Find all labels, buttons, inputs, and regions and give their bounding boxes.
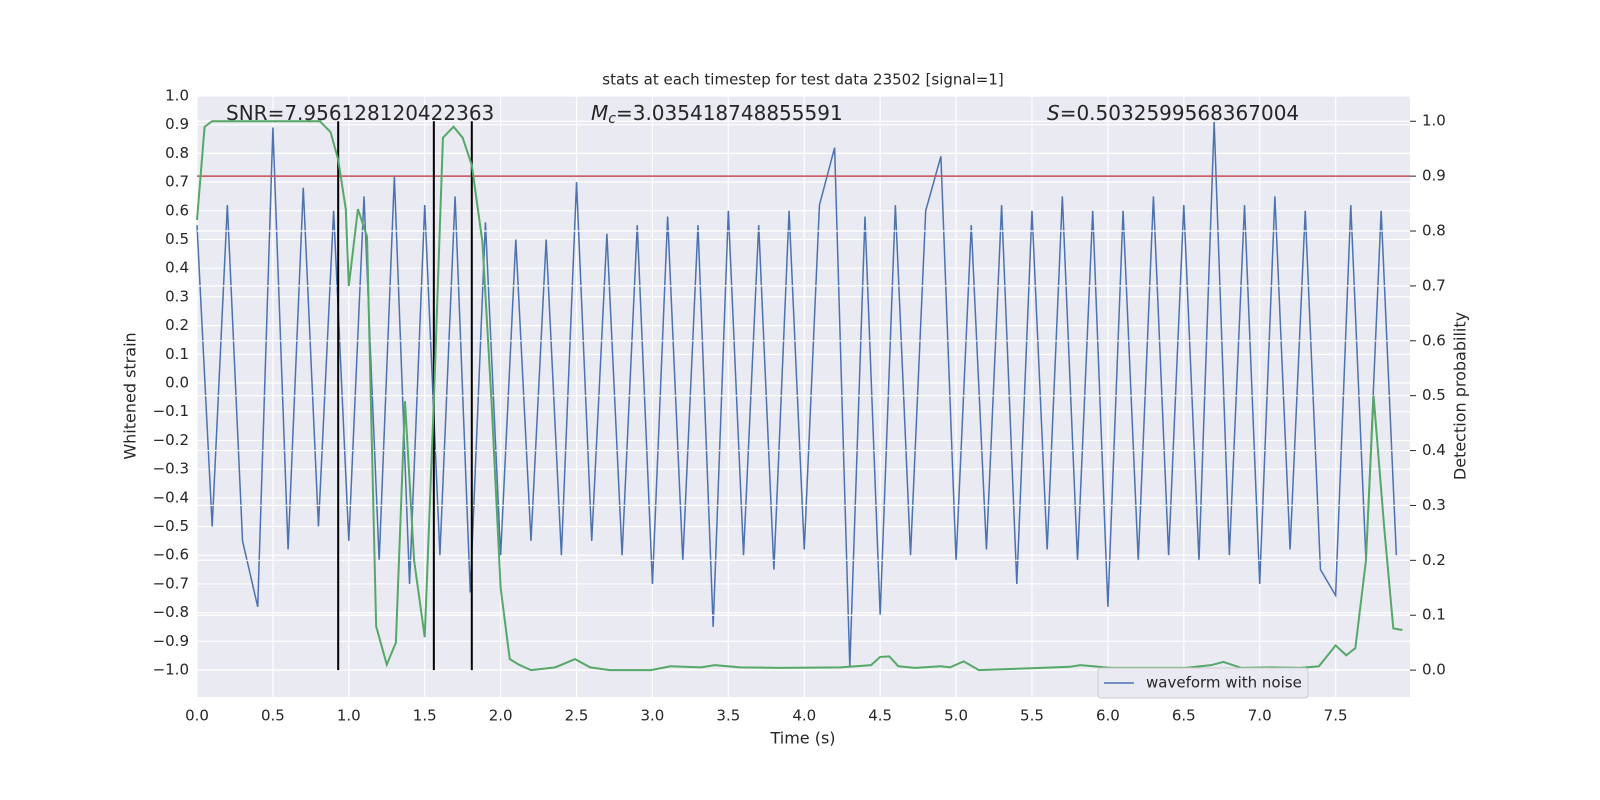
x-tick-label: 7.5: [1324, 707, 1348, 725]
y-tick-label: 0.3: [165, 287, 189, 305]
y2-tick-label: 0.7: [1422, 276, 1446, 294]
y2-tick-label: 0.1: [1422, 606, 1446, 624]
y2-tick-label: 0.8: [1422, 222, 1446, 240]
annotation: S=0.5032599568367004: [1047, 101, 1299, 125]
y2-tick-label: 0.0: [1422, 661, 1446, 679]
y-tick-label: 0.5: [165, 230, 189, 248]
x-tick-label: 6.5: [1172, 707, 1196, 725]
y-tick-label: 0.0: [165, 374, 189, 392]
y2-tick-label: 0.5: [1422, 386, 1446, 404]
x-tick-label: 7.0: [1248, 707, 1272, 725]
annotation: Mc=3.035418748855591: [591, 101, 843, 128]
series-line: [196, 121, 1398, 668]
y-tick-label: −0.7: [153, 574, 189, 592]
y2-axis-label: Detection probability: [1451, 312, 1470, 480]
chart-title: stats at each timestep for test data 235…: [602, 71, 1003, 89]
x-tick-label: 3.5: [716, 707, 740, 725]
annotation-value: =7.956128120422363: [268, 101, 495, 125]
y-tick-label: −0.2: [153, 431, 189, 449]
x-tick-label: 6.0: [1096, 707, 1120, 725]
y-tick-label: −0.6: [153, 546, 189, 564]
annotation-value: =3.035418748855591: [616, 101, 843, 125]
x-tick-label: 4.0: [792, 707, 816, 725]
x-tick-label: 5.0: [944, 707, 968, 725]
x-tick-label: 5.5: [1020, 707, 1044, 725]
annotation-symbol: S: [1047, 101, 1060, 125]
y2-tick-label: 0.6: [1422, 331, 1446, 349]
y2-tick-label: 0.2: [1422, 551, 1446, 569]
y-tick-label: 0.6: [165, 201, 189, 219]
x-axis-label: Time (s): [769, 729, 835, 748]
y-tick-label: 0.1: [165, 345, 189, 363]
y2-tick-label: 0.3: [1422, 496, 1446, 514]
plot-area: [197, 96, 1410, 697]
legend-box: [1097, 667, 1309, 699]
y-tick-label: −0.1: [153, 402, 189, 420]
x-tick-label: 0.5: [261, 707, 285, 725]
annotation-symbol: M: [591, 101, 608, 125]
y-tick-label: 0.8: [165, 144, 189, 162]
y-axis-label: Whitened strain: [121, 332, 140, 459]
annotation-value: =0.5032599568367004: [1060, 101, 1299, 125]
x-tick-label: 1.0: [337, 707, 361, 725]
x-tick-label: 0.0: [185, 707, 209, 725]
x-tick-label: 1.5: [413, 707, 437, 725]
y-tick-label: 0.7: [165, 173, 189, 191]
y-tick-label: 0.4: [165, 259, 189, 277]
y2-tick-label: 0.4: [1422, 441, 1446, 459]
y-tick-label: 0.9: [165, 115, 189, 133]
y-tick-label: −0.5: [153, 517, 189, 535]
y2-tick-label: 0.9: [1422, 167, 1446, 185]
y-tick-label: 1.0: [165, 87, 189, 105]
y2-tick-label: 1.0: [1422, 112, 1446, 130]
legend-label: waveform with noise: [1146, 674, 1302, 692]
annotation-symbol: SNR: [226, 101, 268, 125]
x-tick-label: 2.5: [565, 707, 589, 725]
y-tick-label: −0.8: [153, 603, 189, 621]
x-tick-label: 2.0: [489, 707, 513, 725]
y-tick-label: −0.3: [153, 460, 189, 478]
annotation-subscript: c: [608, 111, 616, 127]
x-tick-label: 3.0: [641, 707, 665, 725]
annotation: SNR=7.956128120422363: [226, 101, 494, 125]
x-tick-label: 4.5: [868, 707, 892, 725]
y-tick-label: 0.2: [165, 316, 189, 334]
y-tick-label: −0.9: [153, 632, 189, 650]
y-tick-label: −0.4: [153, 488, 189, 506]
y-tick-label: −1.0: [153, 661, 189, 679]
